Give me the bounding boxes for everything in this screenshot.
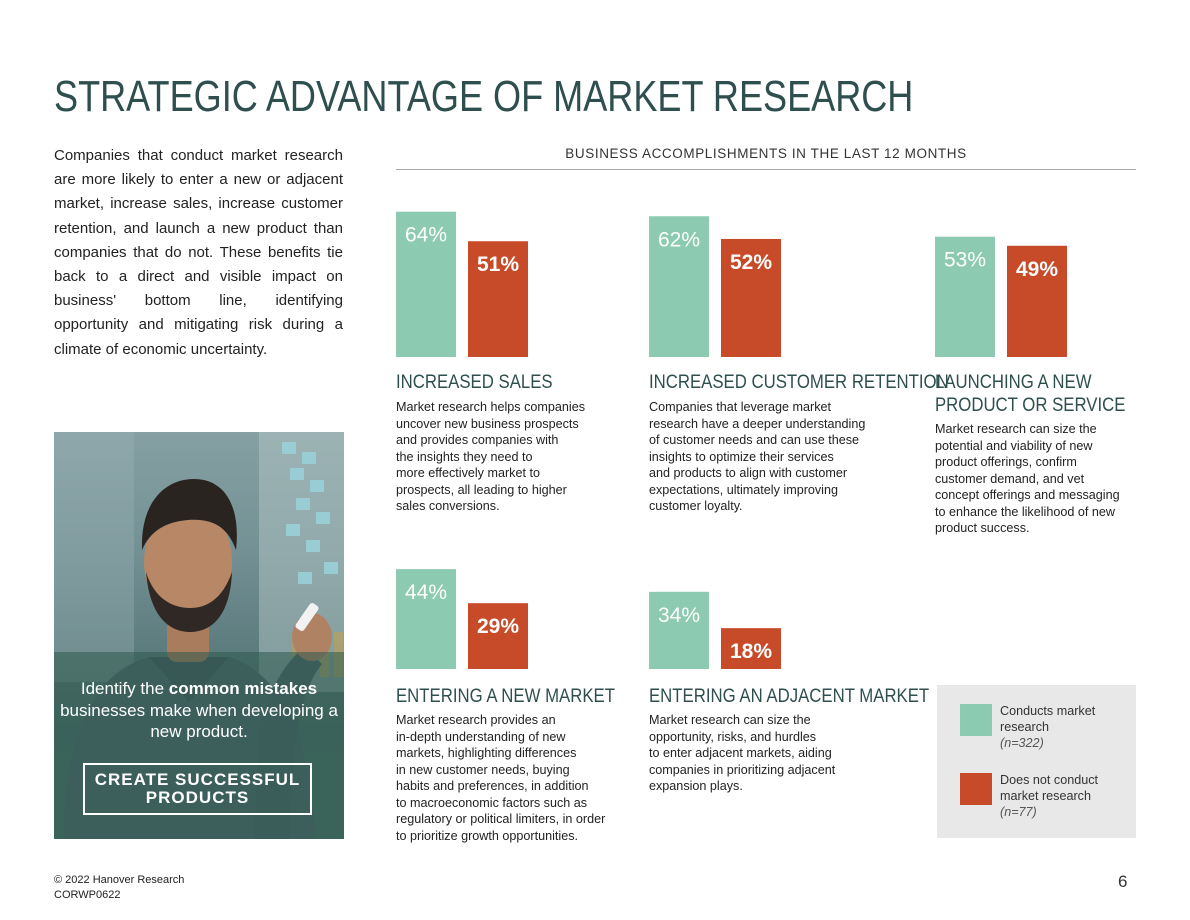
- legend-label-conducts: Conducts market research (n=322): [1000, 704, 1096, 750]
- intro-paragraph: Companies that conduct market research a…: [54, 147, 343, 358]
- footer-copyright: © 2022 Hanover Research CORWP0622: [54, 874, 185, 901]
- data-label-does-not-conduct-3: 49%: [1016, 258, 1058, 281]
- legend-label-does-not-conduct: Does not conduct market research (n=77): [1000, 773, 1099, 819]
- promo-text-bold: common mistakes: [168, 679, 318, 698]
- panel-heading-5: ENTERING AN ADJACENT MARKET: [649, 685, 930, 707]
- data-label-does-not-conduct-5: 18%: [730, 640, 772, 663]
- panel-heading-3: LAUNCHING A NEW PRODUCT OR SERVICE: [935, 371, 1126, 416]
- bar-conducts-2: [649, 216, 709, 357]
- chart-legend: Conducts market research (n=322) Does not…: [937, 685, 1136, 838]
- panel-description-3: Market research can size the potential a…: [935, 422, 1120, 535]
- bar-conducts-5: [649, 591, 709, 669]
- data-label-does-not-conduct-1: 51%: [477, 253, 519, 276]
- data-label-conducts-4: 44%: [405, 581, 447, 604]
- page-title: STRATEGIC ADVANTAGE OF MARKET RESEARCH: [54, 72, 914, 121]
- promo-text: Identify the common mistakes businesses …: [60, 679, 338, 741]
- promo-card[interactable]: Identify the common mistakes businesses …: [54, 432, 344, 839]
- bar-does-not-conduct-4: [468, 603, 528, 669]
- chart-title-rule: [396, 169, 1136, 170]
- data-label-conducts-2: 62%: [658, 228, 700, 251]
- legend-swatch-conducts: [960, 704, 992, 736]
- data-label-conducts-3: 53%: [944, 249, 986, 272]
- promo-photo-illustration: [54, 432, 344, 839]
- bar-does-not-conduct-3: [1007, 245, 1067, 357]
- bar-does-not-conduct-2: [721, 238, 781, 357]
- panel-heading-2: INCREASED CUSTOMER RETENTION: [649, 371, 949, 393]
- panel-description-4: Market research provides an in-depth und…: [396, 713, 606, 843]
- data-label-conducts-1: 64%: [405, 224, 447, 247]
- panel-description-1: Market research helps companies uncover …: [396, 400, 585, 513]
- data-label-does-not-conduct-2: 52%: [730, 251, 772, 274]
- bar-does-not-conduct-1: [468, 241, 528, 357]
- data-label-conducts-5: 34%: [658, 604, 700, 627]
- footer-code: CORWP0622: [54, 889, 121, 901]
- panel-heading-4: ENTERING A NEW MARKET: [396, 685, 615, 707]
- panel-description-2: Companies that leverage market research …: [649, 400, 866, 513]
- panel-heading-1: INCREASED SALES: [396, 371, 553, 393]
- data-label-does-not-conduct-4: 29%: [477, 615, 519, 638]
- bar-conducts-4: [396, 569, 456, 669]
- bar-conducts-3: [935, 236, 995, 357]
- panel-description-5: Market research can size the opportunity…: [649, 713, 836, 793]
- chart-title: BUSINESS ACCOMPLISHMENTS IN THE LAST 12 …: [565, 146, 967, 161]
- bar-does-not-conduct-5: [721, 628, 781, 669]
- bar-conducts-1: [396, 211, 456, 357]
- legend-swatch-does-not-conduct: [960, 773, 992, 805]
- page-number: 6: [1118, 872, 1128, 891]
- create-successful-products-button[interactable]: CREATE SUCCESSFUL PRODUCTS: [83, 763, 312, 815]
